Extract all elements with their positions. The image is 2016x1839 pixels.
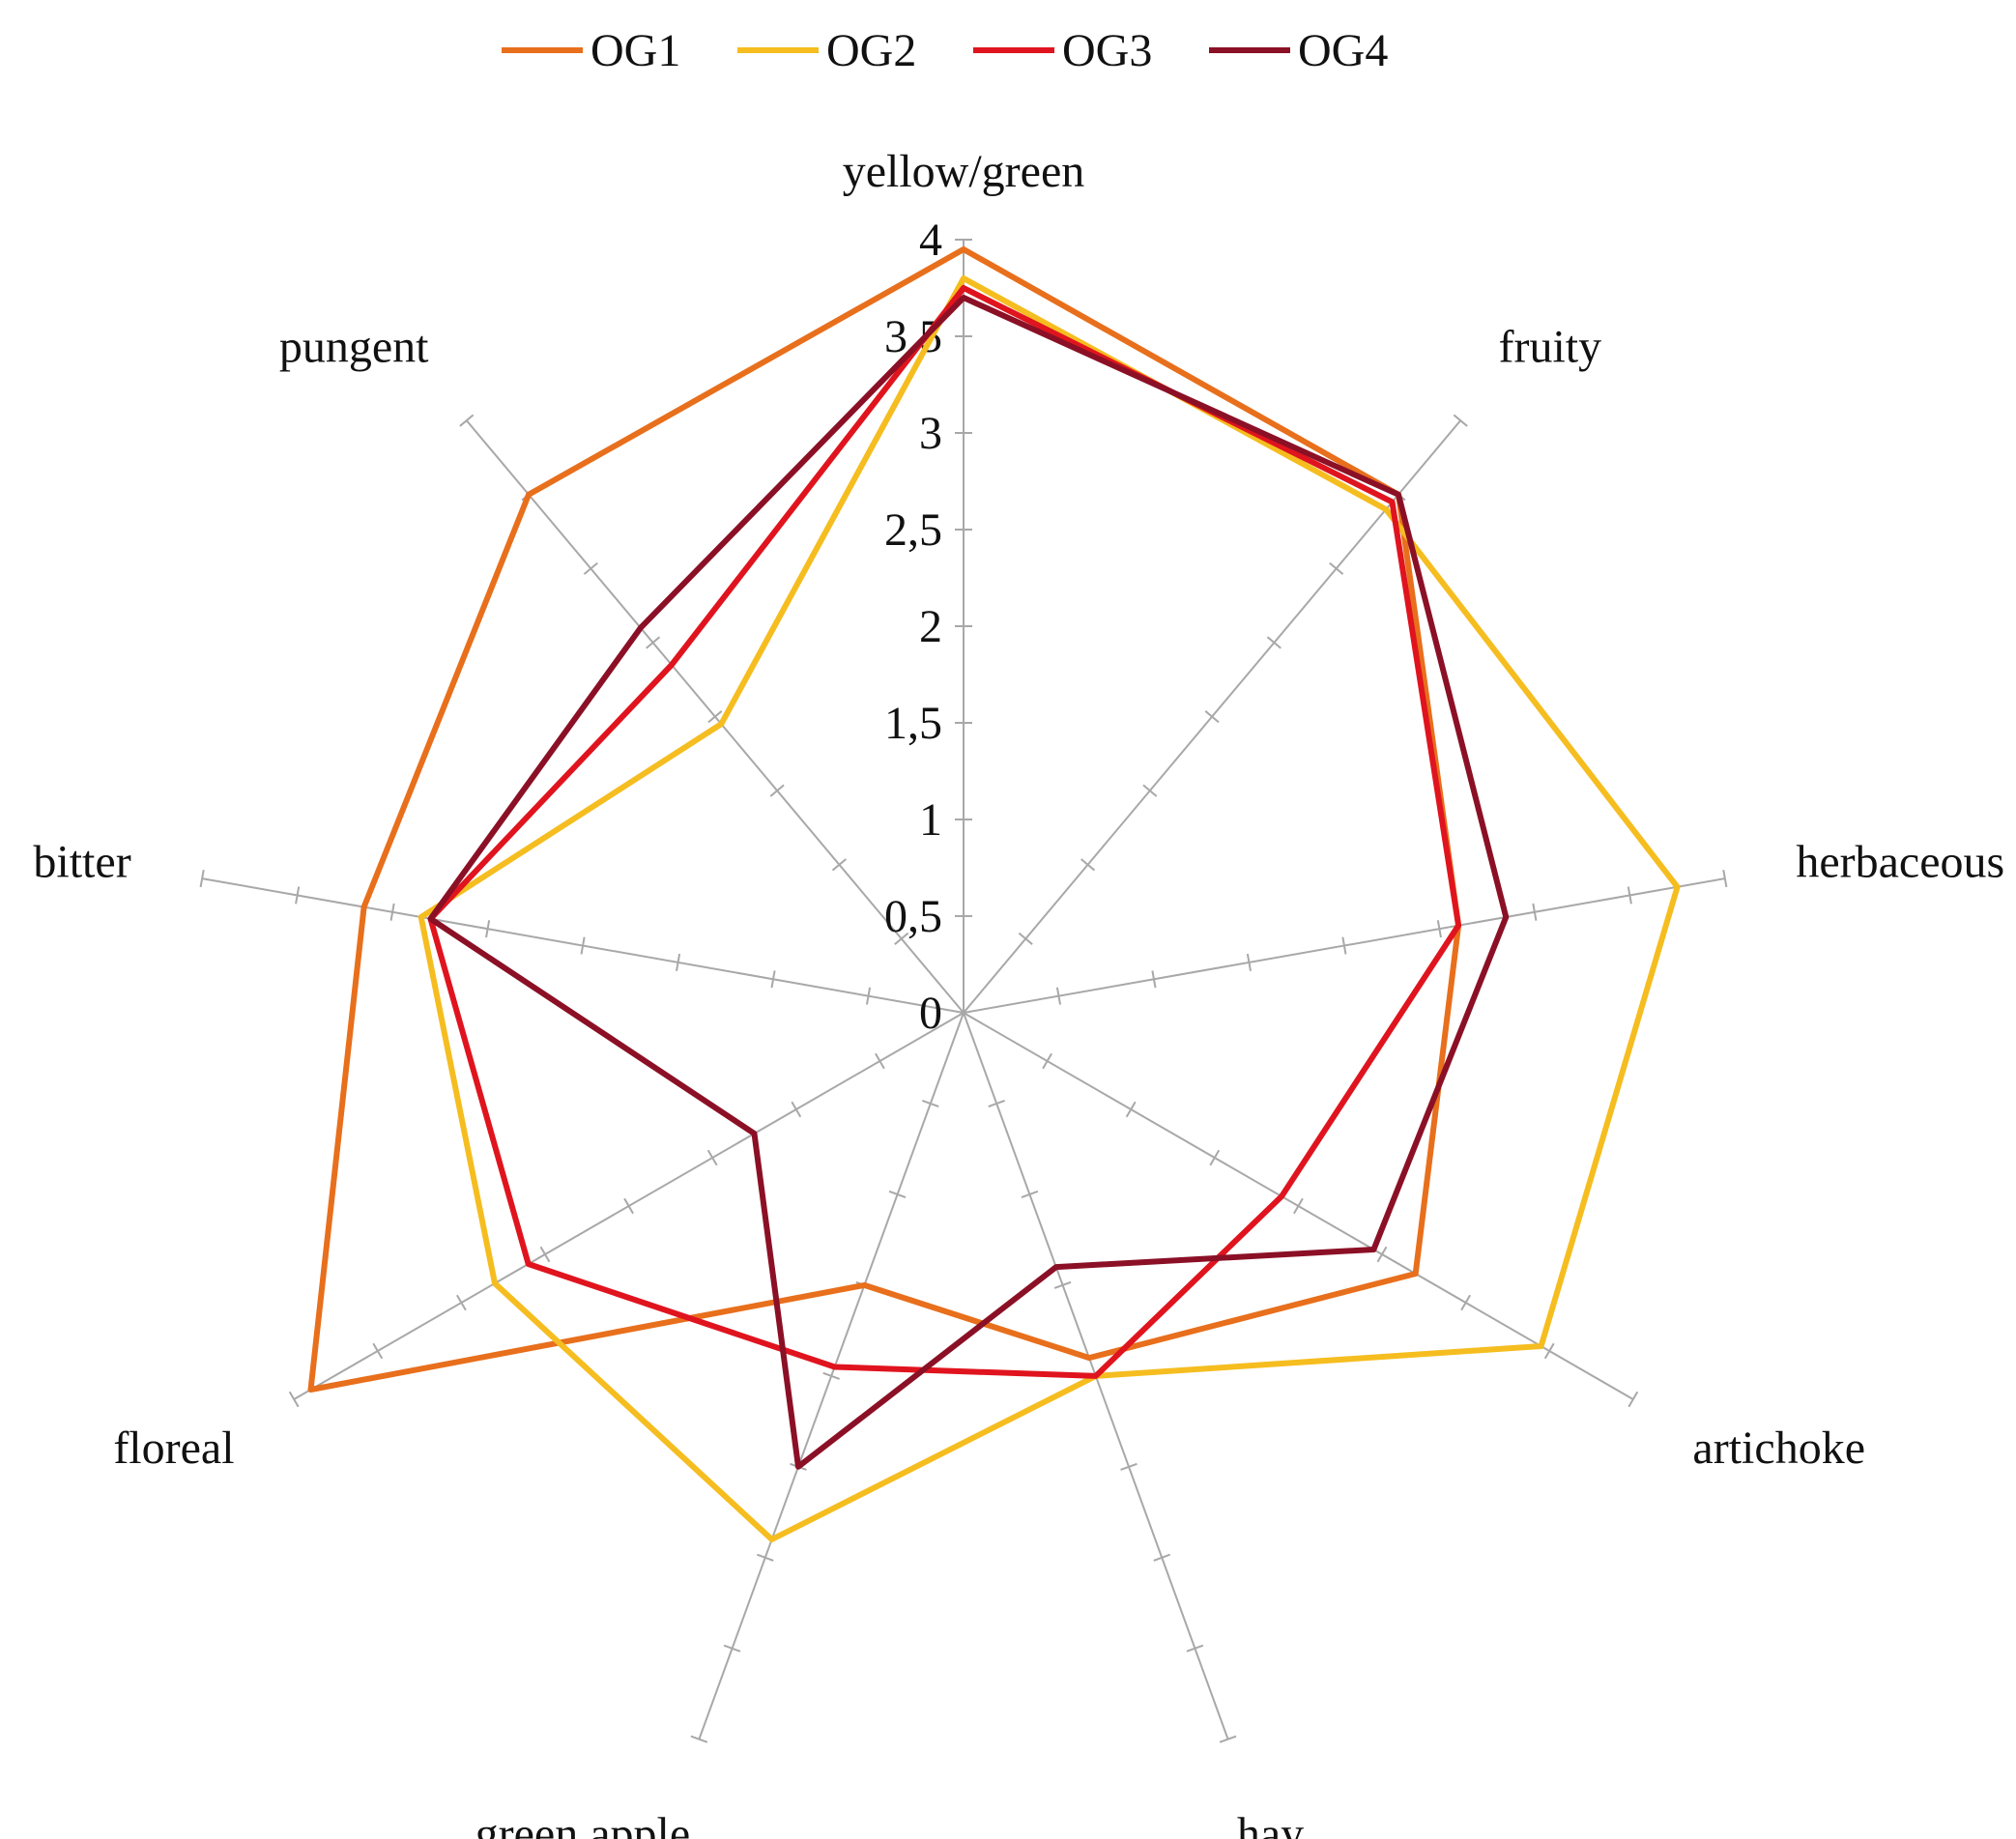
tick-label: 3: [919, 408, 942, 459]
spoke-tick: [791, 1101, 802, 1118]
spoke-tick: [822, 1371, 840, 1380]
spoke-tick: [894, 932, 909, 945]
spoke-tick: [1151, 970, 1157, 989]
tick-label: 4: [919, 215, 942, 266]
spoke-tick: [389, 903, 395, 921]
spoke-tick: [769, 784, 785, 797]
spoke-tick: [770, 970, 776, 989]
axis-label-bitter: bitter: [33, 837, 130, 888]
spoke-tick: [707, 710, 723, 724]
spoke-tick: [831, 858, 847, 872]
spoke-tick: [1042, 1052, 1052, 1070]
spoke-tick: [865, 987, 872, 1005]
spoke-tick: [690, 1735, 708, 1743]
tick-label: 2: [919, 601, 942, 652]
spoke-tick: [1055, 987, 1062, 1005]
spoke-tick: [288, 1391, 300, 1408]
radial-tick-labels: 00,511,522,533,54: [884, 215, 942, 1039]
spoke-tick: [676, 953, 681, 971]
spoke-tick: [1341, 936, 1347, 955]
spoke-tick: [1204, 710, 1220, 724]
spoke-tick: [372, 1342, 384, 1360]
legend-label-og4: OG4: [1298, 25, 1388, 76]
spoke-tick: [1209, 1149, 1221, 1166]
spoke-tick: [199, 870, 205, 888]
spoke-tick: [756, 1553, 774, 1562]
axis-label-pungent: pungent: [279, 322, 429, 373]
spoke-tick: [1021, 1190, 1039, 1198]
series-lines: [307, 246, 1681, 1542]
series-og1: [307, 246, 1462, 1393]
tick-label: 1,5: [884, 698, 942, 749]
legend-label-og1: OG1: [590, 25, 680, 76]
spoke-tick: [888, 1190, 907, 1198]
spoke-tick: [1246, 953, 1252, 971]
spoke-tick: [580, 936, 586, 955]
spoke-tick: [459, 414, 475, 427]
spoke-tick: [1532, 903, 1538, 921]
spoke-tick: [456, 1294, 467, 1311]
spoke-tick: [1329, 561, 1344, 575]
grid: [199, 239, 1728, 1743]
legend: OG1 OG2 OG3 OG4: [502, 25, 1388, 76]
spoke-tick: [485, 920, 491, 938]
series-og3: [427, 285, 1462, 1379]
spoke-tick: [1627, 1391, 1639, 1408]
spoke-tick: [1376, 1246, 1388, 1263]
spoke-tick: [988, 1099, 1006, 1107]
axis-label-fruity: fruity: [1499, 322, 1602, 373]
spoke-tick: [1053, 1280, 1072, 1289]
spoke-tick: [1453, 414, 1468, 427]
spoke-tick: [583, 561, 598, 575]
spoke-tick: [1543, 1342, 1555, 1360]
spoke-tick: [1722, 870, 1728, 888]
series-og4: [427, 295, 1510, 1470]
legend-label-og2: OG2: [826, 25, 916, 76]
spoke-tick: [706, 1149, 718, 1166]
spoke-tick: [1120, 1462, 1138, 1471]
spoke-tick: [1142, 784, 1158, 797]
spoke-tick: [295, 886, 301, 905]
spoke-tick: [1293, 1197, 1304, 1215]
spoke-tick: [1186, 1644, 1204, 1652]
spoke-tick: [1627, 886, 1632, 905]
series-og2: [418, 275, 1681, 1542]
legend-label-og3: OG3: [1062, 25, 1152, 76]
spoke-tick: [1266, 636, 1282, 649]
spoke-tick: [623, 1197, 634, 1215]
axis-label-herbaceous: herbaceous: [1796, 837, 2004, 888]
spoke-tick: [1219, 1735, 1237, 1743]
tick-label: 1: [919, 794, 942, 846]
axis-labels: yellow/green fruity herbaceous artichoke hay…: [33, 146, 2004, 1839]
tick-label: 0: [919, 988, 942, 1039]
spoke-tick: [875, 1052, 885, 1070]
spoke-tick: [1080, 858, 1096, 872]
axis-label-yellow-green: yellow/green: [843, 146, 1085, 197]
spoke-tick: [1125, 1101, 1137, 1118]
spoke-tick: [1018, 932, 1033, 945]
spoke-tick: [723, 1644, 741, 1652]
tick-label: 0,5: [884, 891, 942, 942]
axis-label-green-apple: green apple: [475, 1809, 691, 1839]
tick-label: 2,5: [884, 504, 942, 556]
spoke-tick: [1460, 1294, 1471, 1311]
spoke-tick: [646, 636, 661, 649]
spoke-tick: [539, 1246, 551, 1263]
axis-label-hay: hay: [1237, 1809, 1304, 1839]
axis-label-artichoke: artichoke: [1692, 1422, 1865, 1474]
spoke-tick: [921, 1099, 939, 1107]
axis-label-floreal: floreal: [113, 1422, 234, 1474]
spoke-tick: [1436, 920, 1442, 938]
spoke-tick: [1153, 1553, 1171, 1562]
